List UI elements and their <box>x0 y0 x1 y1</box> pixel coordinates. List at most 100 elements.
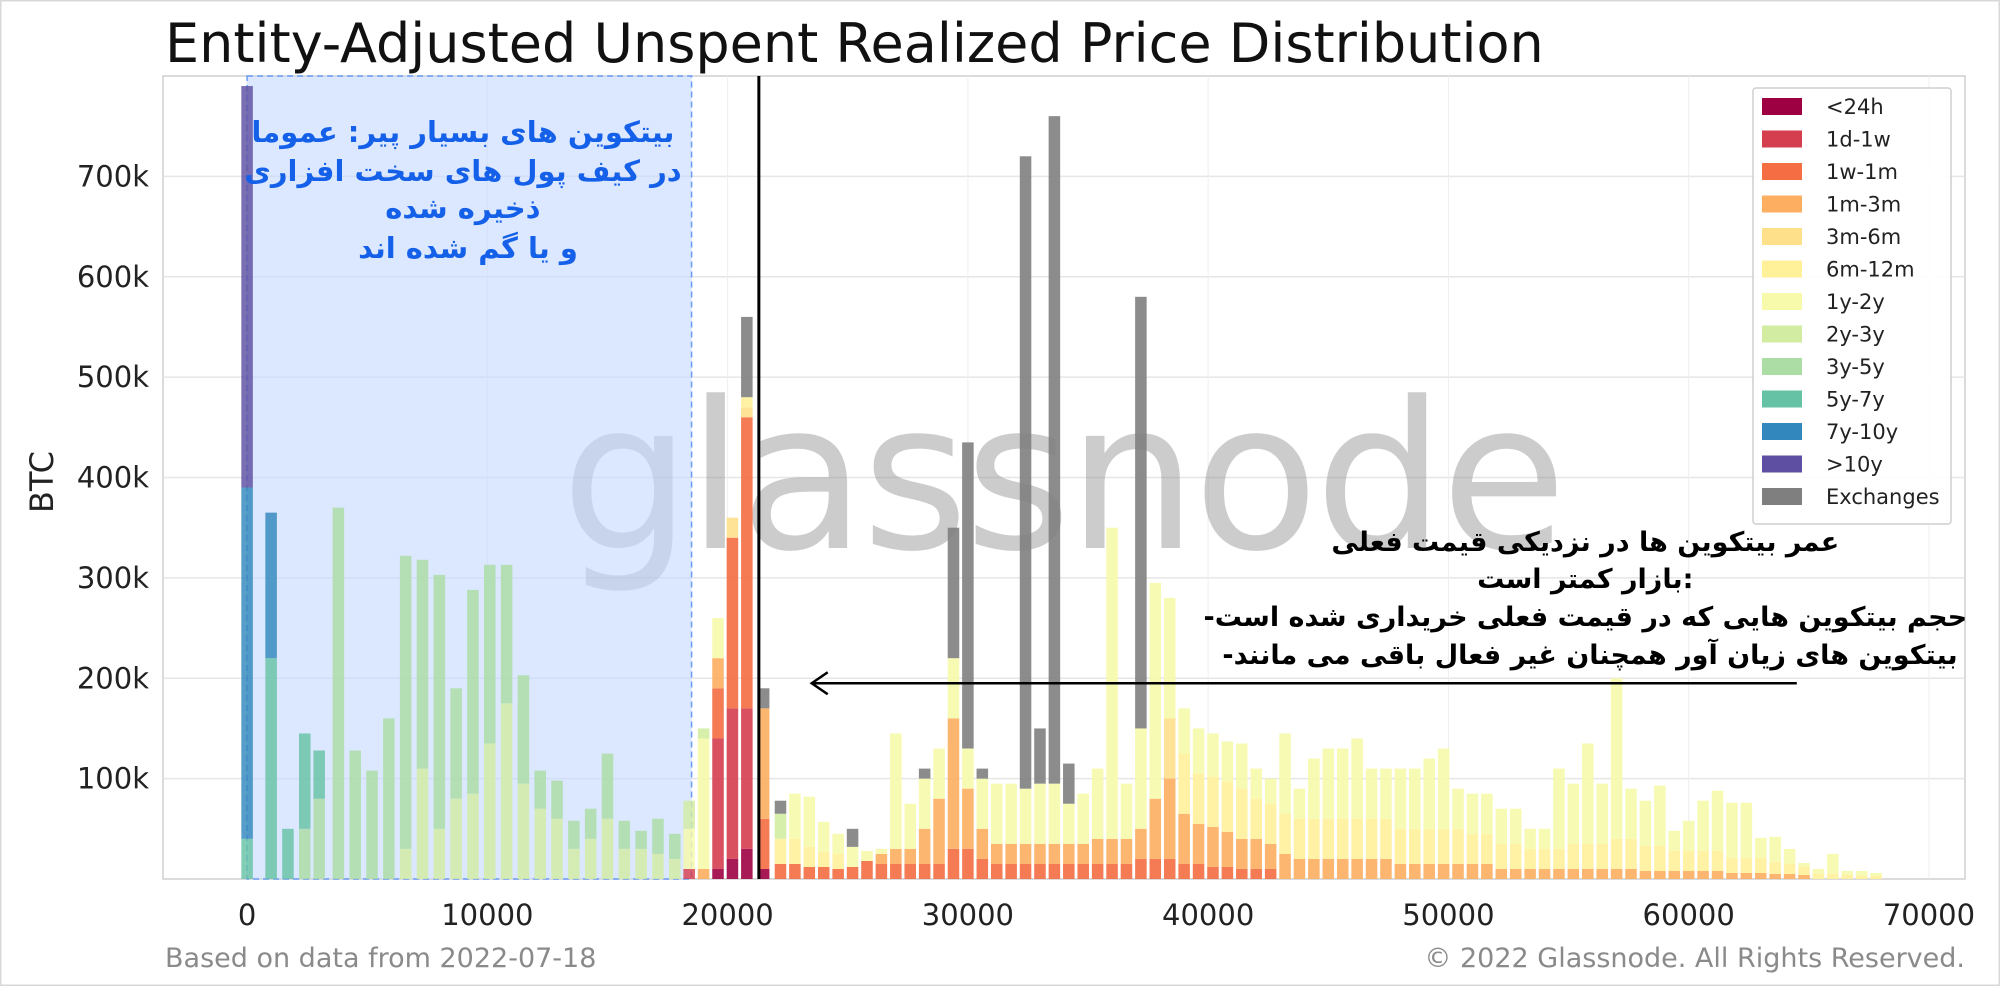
bar-stack <box>1783 848 1796 879</box>
bar-segment <box>1236 868 1248 879</box>
bar-segment <box>1221 831 1234 867</box>
bar-segment <box>1812 868 1825 874</box>
bar-segment <box>1178 813 1190 864</box>
bar-segment <box>1524 868 1536 879</box>
bar-stack <box>241 86 253 879</box>
bar-segment <box>890 863 902 879</box>
bar-segment <box>757 818 770 869</box>
bar-stack <box>757 688 770 879</box>
bar-stack <box>568 820 580 879</box>
bar-stack <box>1091 768 1104 879</box>
legend-label: 1d-1w <box>1826 128 1891 152</box>
bar-segment <box>933 798 945 864</box>
bar-stack <box>1236 743 1248 879</box>
bar-segment <box>1423 863 1435 879</box>
bar-segment <box>1120 838 1133 864</box>
bar-stack <box>601 753 614 879</box>
bar-segment <box>803 866 816 879</box>
bar-segment <box>1755 872 1767 879</box>
bar-stack <box>1769 836 1781 879</box>
x-tick-label: 50000 <box>1402 898 1494 932</box>
bar-segment <box>774 863 787 879</box>
bar-segment <box>534 770 546 809</box>
y-tick-label: 400k <box>77 461 149 495</box>
bar-segment <box>1279 733 1291 814</box>
bar-segment <box>1077 863 1089 879</box>
bar-stack <box>846 828 859 879</box>
bar-segment <box>1019 156 1032 789</box>
bar-stack <box>712 618 724 879</box>
bar-segment <box>1423 828 1435 864</box>
legend-swatch <box>1762 130 1802 148</box>
legend-swatch <box>1762 390 1802 408</box>
bar-segment <box>1409 828 1421 864</box>
bar-segment <box>1841 874 1854 879</box>
bar-segment <box>1827 853 1839 874</box>
bar-stack <box>1351 738 1363 879</box>
bar-segment <box>712 658 724 689</box>
bar-segment <box>1019 863 1032 879</box>
bar-segment <box>298 828 311 879</box>
old-coins-annotation-line-3: ذخیره شده <box>385 191 540 225</box>
bar-segment <box>741 848 753 879</box>
bar-segment <box>568 820 580 849</box>
bar-segment <box>1740 802 1753 858</box>
bar-stack <box>635 830 647 879</box>
bar-segment <box>1135 858 1147 879</box>
bar-stack <box>467 589 479 879</box>
bar-segment <box>1668 870 1681 879</box>
bar-segment <box>1798 862 1810 867</box>
bar-segment <box>433 828 446 879</box>
bar-segment <box>1726 802 1738 858</box>
bar-segment <box>1063 803 1075 844</box>
bar-segment <box>817 866 830 879</box>
bar-stack <box>500 564 513 879</box>
bar-segment <box>712 618 724 659</box>
bar-segment <box>1394 863 1407 879</box>
bar-stack <box>976 768 989 879</box>
bar-segment <box>1452 863 1464 879</box>
bar-stack <box>1279 733 1291 879</box>
bar-segment <box>265 512 277 659</box>
bar-segment <box>1538 868 1551 879</box>
bar-stack <box>1740 802 1753 879</box>
bar-segment <box>1120 783 1133 839</box>
bar-segment <box>757 688 770 709</box>
bar-segment <box>774 813 787 839</box>
bar-stack <box>584 808 597 879</box>
legend-label: <24h <box>1826 95 1884 119</box>
bar-segment <box>1365 768 1378 819</box>
bar-stack <box>817 821 830 879</box>
bar-segment <box>1625 868 1637 879</box>
bar-segment <box>1726 872 1738 879</box>
bar-segment <box>618 820 631 849</box>
bar-stack <box>1668 830 1681 879</box>
bar-stack <box>1481 793 1493 879</box>
bar-segment <box>241 838 253 879</box>
bar-segment <box>1870 872 1882 876</box>
bar-stack <box>741 316 753 879</box>
bar-segment <box>1798 874 1810 879</box>
bar-segment <box>584 808 597 839</box>
bar-stack <box>918 768 931 879</box>
bar-segment <box>741 397 753 408</box>
legend-label: 1m-3m <box>1826 193 1901 217</box>
bar-segment <box>1380 818 1392 859</box>
x-tick-label: 20000 <box>681 898 773 932</box>
bar-segment <box>1582 843 1594 869</box>
bar-segment <box>1250 838 1262 869</box>
legend-label: 1w-1m <box>1826 160 1898 184</box>
bar-segment <box>976 778 989 829</box>
bar-segment <box>1755 857 1767 873</box>
bar-stack <box>349 750 361 879</box>
bar-stack <box>551 780 563 879</box>
bar-segment <box>1509 843 1522 869</box>
bar-segment <box>652 818 664 854</box>
bar-stack <box>1509 808 1522 879</box>
bar-stack <box>1610 678 1623 879</box>
bar-segment <box>1264 843 1277 869</box>
bar-segment <box>1351 738 1363 819</box>
bar-segment <box>1250 798 1262 839</box>
bar-segment <box>433 574 446 829</box>
